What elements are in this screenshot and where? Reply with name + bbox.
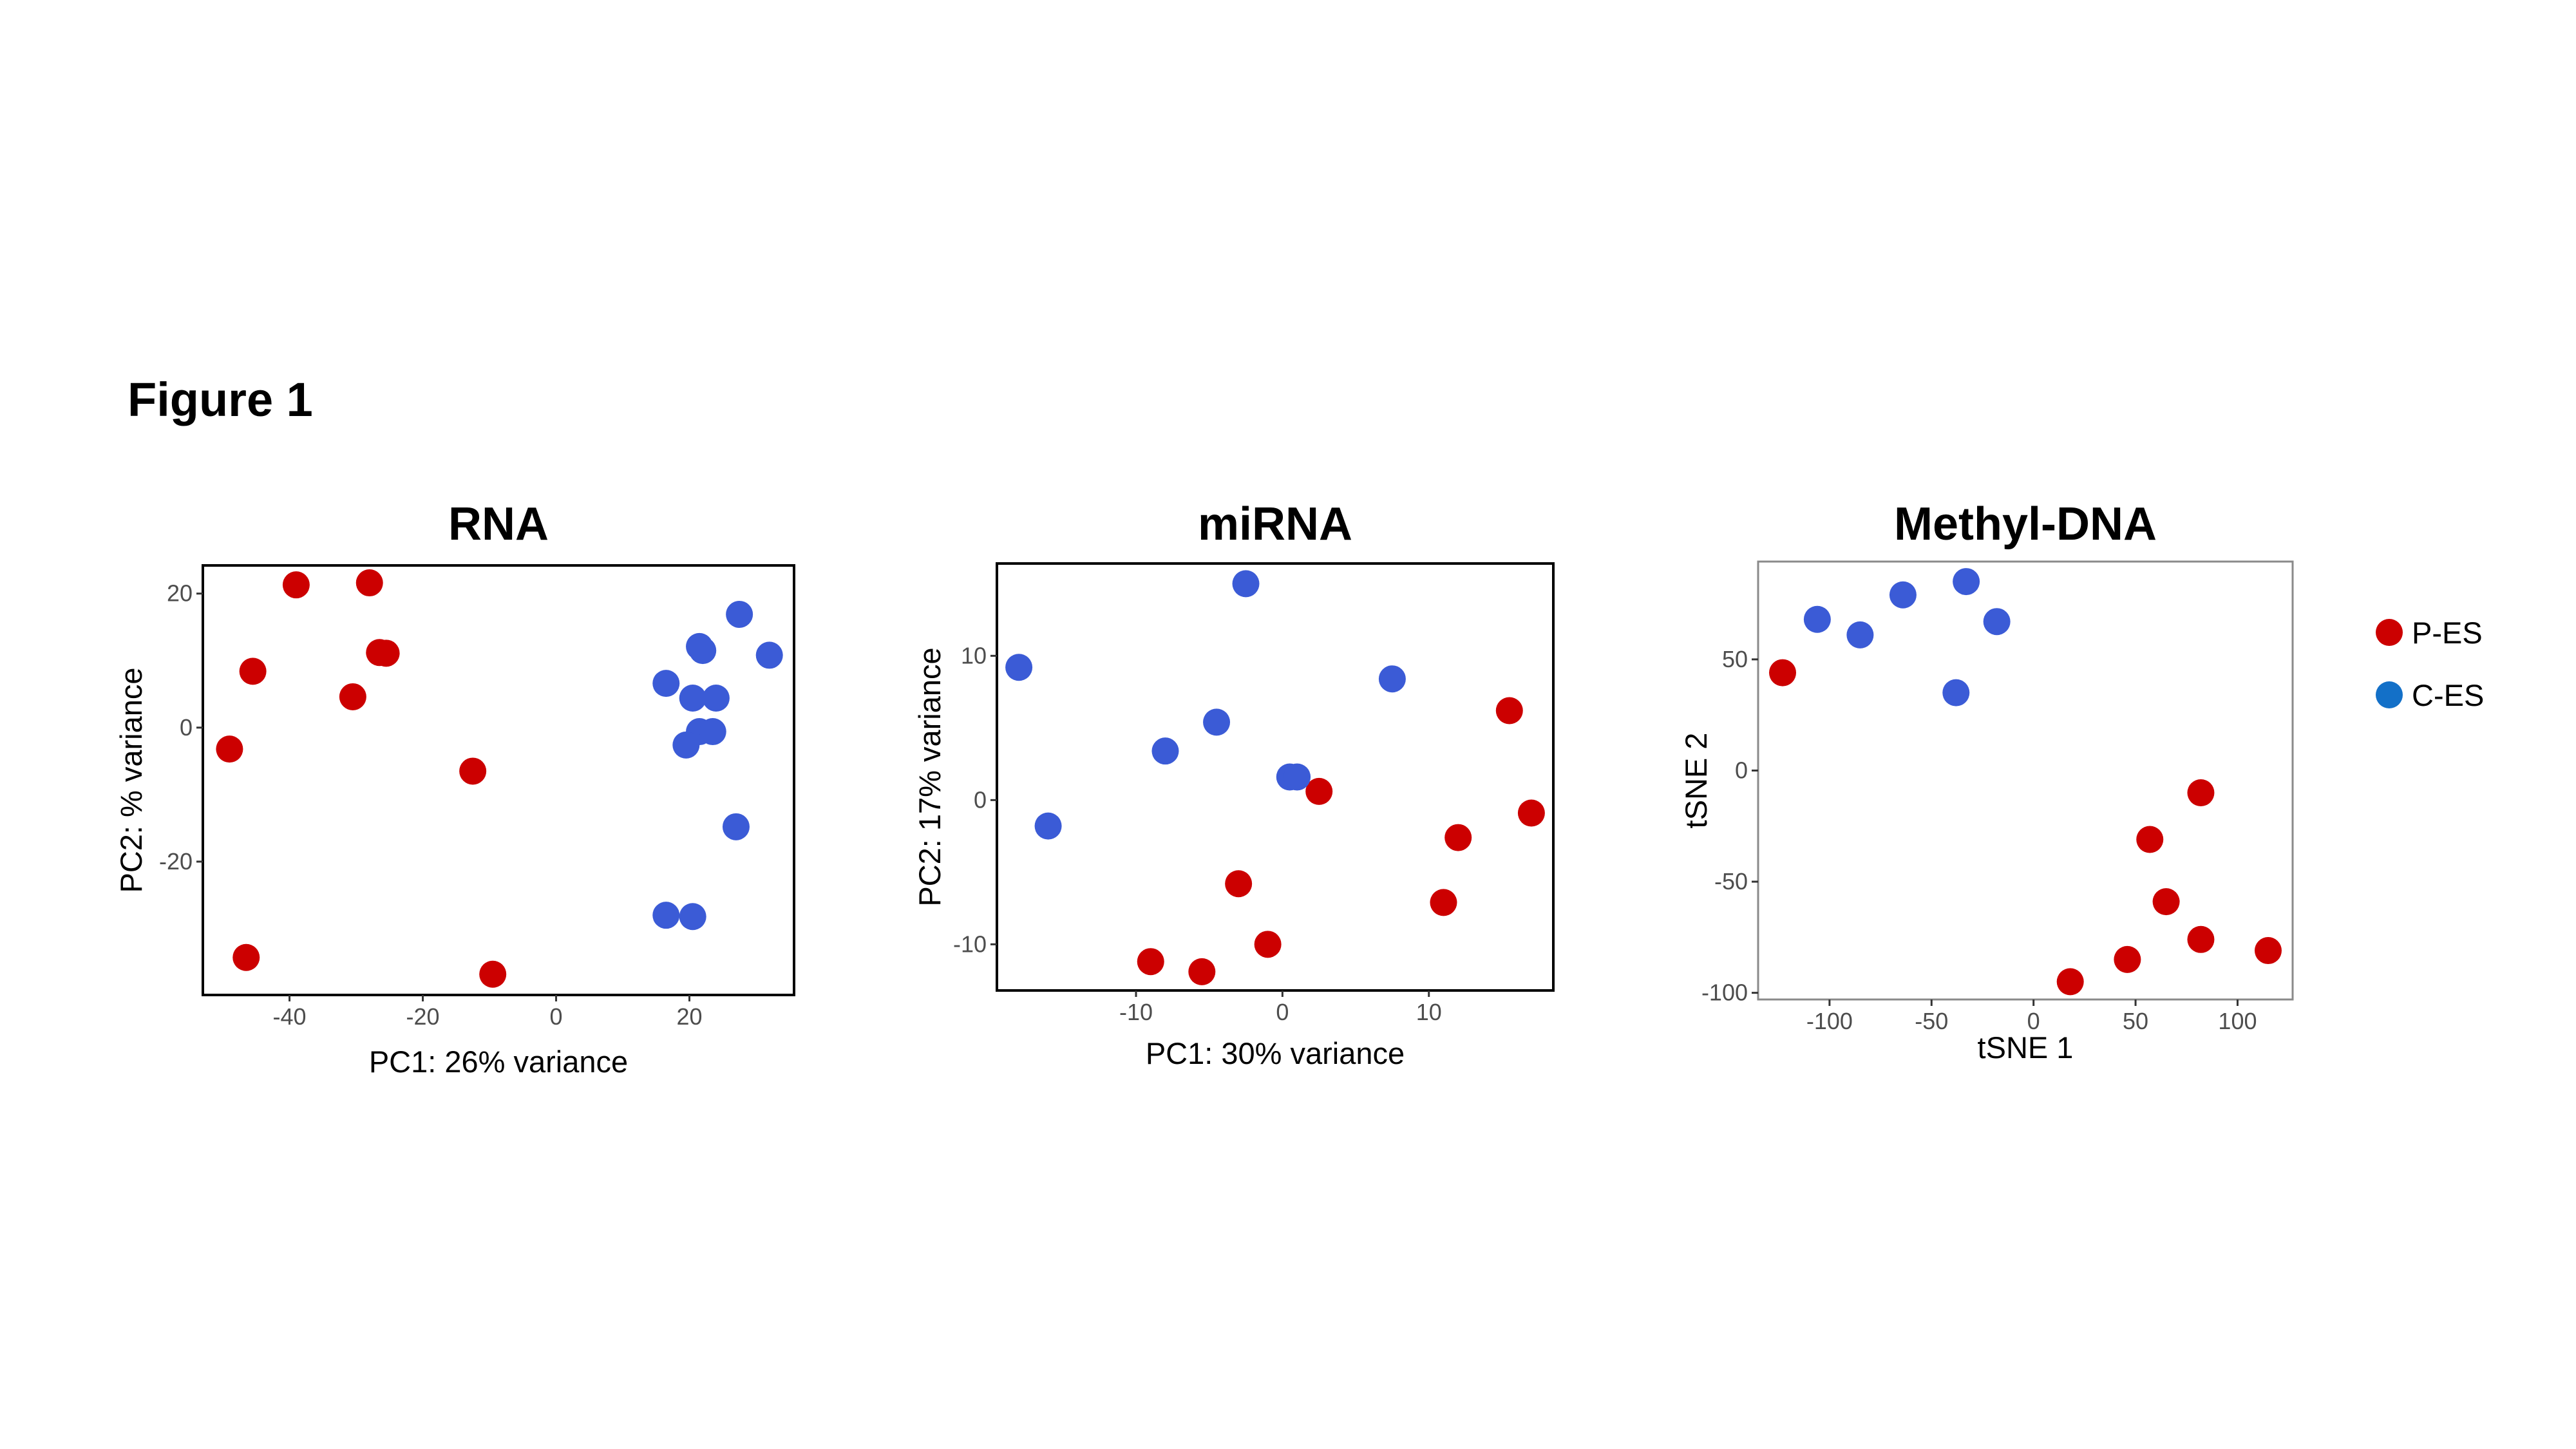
y-tick-label: 0 <box>1735 757 1748 783</box>
data-point-c-es <box>1283 763 1311 791</box>
x-tick-label: 100 <box>2218 1008 2257 1034</box>
data-point-p-es <box>282 571 310 599</box>
data-point-p-es <box>1305 777 1333 805</box>
x-tick-label: 0 <box>1276 999 1289 1025</box>
legend-label: C-ES <box>2412 678 2484 712</box>
plot-frame <box>1757 560 2294 1001</box>
data-point-p-es <box>1495 697 1523 724</box>
data-point-p-es <box>239 658 267 685</box>
panel-title: Methyl-DNA <box>1894 498 2157 550</box>
legend: P-ES C-ES <box>2376 616 2484 712</box>
x-tick-label: 20 <box>676 1003 702 1030</box>
legend-label: P-ES <box>2412 616 2483 650</box>
data-point-c-es <box>1151 737 1179 765</box>
data-point-p-es <box>232 943 260 971</box>
data-point-c-es <box>1889 581 1917 609</box>
panel-methyl-dna: Methyl-DNA -100 -50 0 50 100 -100 -50 0 50 tSNE 1 t… <box>1679 498 2294 1065</box>
y-tick-label: -10 <box>953 931 987 957</box>
x-tick-label: 50 <box>2123 1008 2148 1034</box>
plot-frame <box>202 564 795 996</box>
data-point-p-es <box>459 757 487 785</box>
data-point-c-es <box>1983 608 2011 636</box>
legend-key-c-es <box>2376 681 2403 708</box>
data-point-p-es <box>1254 931 1282 958</box>
x-axis-label: PC1: 30% variance <box>1146 1036 1405 1070</box>
data-point-p-es <box>355 569 383 597</box>
data-point-p-es <box>2136 826 2164 853</box>
x-tick-label: 0 <box>2027 1008 2040 1034</box>
y-axis-label: tSNE 2 <box>1679 733 1713 829</box>
data-point-c-es <box>652 670 680 697</box>
x-tick-label: -50 <box>1915 1008 1948 1034</box>
data-point-c-es <box>755 641 783 669</box>
x-tick-label: -10 <box>1119 999 1153 1025</box>
data-point-c-es <box>1203 708 1231 736</box>
x-tick-label: -20 <box>406 1003 440 1030</box>
data-point-c-es <box>699 718 726 746</box>
data-point-c-es <box>1846 621 1874 649</box>
y-tick-label: 0 <box>974 786 987 813</box>
y-tick-label: -50 <box>1714 868 1748 895</box>
panel-mirna: miRNA -10 0 10 -10 0 10 PC1: 30% variance PC2: 1… <box>913 498 1555 1070</box>
data-point-p-es <box>339 683 366 710</box>
data-point-p-es <box>2056 968 2084 996</box>
data-point-c-es <box>1803 605 1831 633</box>
y-tick-label: 0 <box>180 714 193 741</box>
y-tick-label: 20 <box>167 580 193 607</box>
data-point-c-es <box>689 637 717 665</box>
data-point-c-es <box>652 902 680 929</box>
x-tick-label: 0 <box>550 1003 563 1030</box>
data-point-p-es <box>1517 799 1545 827</box>
data-point-p-es <box>479 960 507 988</box>
data-point-c-es <box>1942 679 1970 706</box>
data-point-p-es <box>2187 925 2215 953</box>
legend-key-p-es <box>2376 619 2403 646</box>
x-axis-label: tSNE 1 <box>1978 1030 2074 1065</box>
data-point-p-es <box>1188 958 1216 985</box>
data-point-p-es <box>372 639 400 667</box>
data-point-c-es <box>1378 665 1406 693</box>
panel-title: RNA <box>448 498 549 550</box>
x-tick-label: -40 <box>273 1003 307 1030</box>
y-tick-label: -20 <box>159 848 193 875</box>
data-point-p-es <box>1225 870 1253 898</box>
panel-title: miRNA <box>1198 498 1352 550</box>
data-point-c-es <box>672 731 700 759</box>
data-point-c-es <box>1232 570 1260 598</box>
data-point-p-es <box>2152 888 2180 916</box>
figure-title: Figure 1 <box>128 373 313 426</box>
data-point-c-es <box>1005 654 1033 681</box>
data-point-c-es <box>702 685 730 712</box>
x-axis-label: PC1: 26% variance <box>369 1045 628 1079</box>
data-point-c-es <box>1034 812 1062 840</box>
data-point-p-es <box>2187 779 2215 806</box>
data-point-c-es <box>679 903 706 931</box>
panel-rna: RNA -40 -20 0 20 -20 0 20 PC1: 26% variance PC2: … <box>114 498 795 1079</box>
data-point-c-es <box>679 685 706 712</box>
y-axis-label: PC2: 17% variance <box>913 647 947 906</box>
data-point-p-es <box>1769 659 1797 687</box>
data-point-c-es <box>722 813 750 840</box>
data-point-c-es <box>726 600 753 628</box>
x-tick-label: -100 <box>1806 1008 1853 1034</box>
y-tick-label: -100 <box>1701 980 1748 1006</box>
data-point-p-es <box>216 735 243 763</box>
data-point-p-es <box>2254 937 2282 965</box>
data-point-p-es <box>1430 889 1457 916</box>
data-point-p-es <box>1444 824 1472 851</box>
y-axis-label: PC2: % variance <box>114 667 148 893</box>
y-tick-label: 50 <box>1722 646 1748 672</box>
plot-frame <box>996 562 1555 992</box>
data-point-p-es <box>1137 948 1164 976</box>
data-point-p-es <box>2114 945 2141 973</box>
data-point-c-es <box>1953 568 1980 596</box>
y-tick-label: 10 <box>961 642 987 668</box>
x-tick-label: 10 <box>1416 999 1442 1025</box>
